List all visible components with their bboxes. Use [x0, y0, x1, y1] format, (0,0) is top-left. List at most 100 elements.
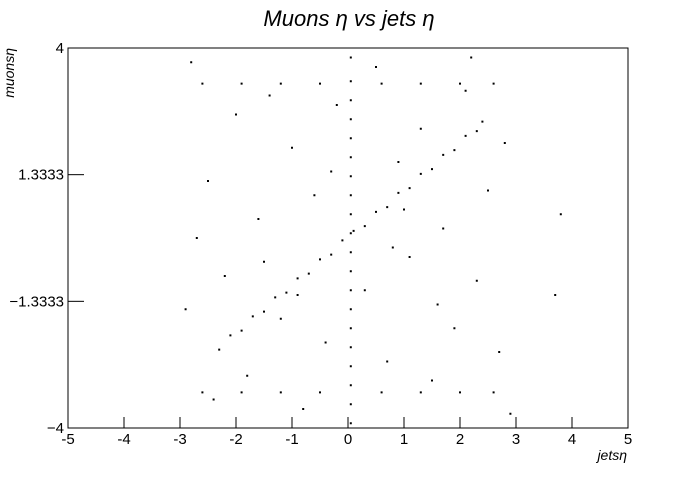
point	[235, 113, 237, 116]
point	[296, 294, 299, 296]
x-axis-label: jetsη	[595, 447, 627, 463]
x-tick-label: -1	[285, 431, 298, 448]
x-tick-label: -2	[229, 431, 242, 448]
point	[349, 308, 352, 311]
point	[207, 180, 209, 182]
point	[352, 229, 355, 232]
point	[349, 80, 352, 83]
point	[279, 82, 282, 85]
point	[274, 296, 277, 299]
point	[481, 120, 484, 123]
point	[397, 191, 400, 194]
point	[349, 213, 352, 216]
point	[442, 153, 445, 156]
point	[349, 384, 352, 387]
point	[349, 327, 352, 330]
point	[464, 89, 467, 92]
x-tick-label: 0	[344, 431, 352, 448]
point	[201, 82, 204, 85]
point	[307, 272, 310, 275]
y-tick-label: 4	[56, 40, 64, 57]
point	[498, 351, 501, 353]
point	[408, 187, 411, 190]
plot-frame	[67, 47, 629, 429]
point	[319, 82, 321, 85]
point	[431, 379, 433, 382]
point	[324, 341, 327, 344]
point	[386, 206, 389, 209]
point	[349, 251, 352, 254]
point	[453, 327, 456, 330]
point	[349, 403, 352, 406]
point	[184, 308, 187, 311]
point	[349, 365, 352, 368]
point	[509, 412, 512, 415]
point	[397, 161, 400, 163]
x-tick-label: -5	[61, 431, 74, 448]
point	[246, 374, 249, 377]
point	[335, 104, 338, 106]
x-tick-label: 5	[624, 431, 632, 448]
point	[436, 303, 439, 306]
point	[313, 194, 316, 197]
point	[419, 127, 422, 130]
x-tick-label: 2	[456, 431, 464, 448]
point	[201, 391, 204, 394]
point	[349, 232, 352, 235]
point	[403, 208, 405, 211]
x-tick-label: 4	[568, 431, 576, 448]
y-tick-label: 1.3333	[18, 167, 64, 184]
point	[240, 329, 243, 332]
point	[240, 391, 243, 394]
y-axis-label: muonsη	[1, 48, 17, 98]
point	[330, 253, 333, 256]
point	[349, 289, 352, 292]
x-tick-label: 3	[512, 431, 520, 448]
point	[223, 275, 226, 277]
point	[212, 398, 215, 401]
point	[285, 291, 288, 294]
point	[279, 391, 282, 394]
point	[503, 142, 506, 144]
point	[349, 175, 352, 178]
point	[492, 391, 495, 394]
point	[349, 346, 352, 349]
point	[349, 194, 352, 197]
point	[251, 315, 254, 318]
point	[218, 348, 221, 351]
point	[386, 360, 389, 363]
point	[363, 225, 366, 228]
point	[363, 289, 366, 292]
point	[240, 82, 243, 85]
point	[349, 118, 352, 121]
point	[419, 82, 422, 85]
chart-title: Muons η vs jets η	[263, 6, 434, 31]
point	[431, 168, 433, 171]
point	[195, 237, 198, 239]
point	[442, 227, 445, 230]
point	[391, 246, 394, 249]
point	[375, 66, 377, 68]
point	[408, 256, 411, 258]
point	[349, 99, 352, 102]
point	[302, 408, 305, 410]
x-tick-label: -3	[173, 431, 186, 448]
point	[296, 277, 299, 280]
y-tick-label: −4	[47, 420, 64, 437]
point	[375, 210, 377, 213]
point	[554, 294, 557, 296]
point	[419, 172, 422, 175]
point	[459, 391, 461, 394]
point	[341, 239, 344, 242]
x-tick-label: -4	[117, 431, 130, 448]
point	[559, 213, 562, 216]
point	[380, 391, 383, 394]
point	[475, 279, 478, 282]
point	[268, 94, 271, 97]
point	[330, 170, 333, 173]
point	[453, 149, 456, 152]
point	[487, 189, 489, 192]
point	[492, 82, 495, 85]
